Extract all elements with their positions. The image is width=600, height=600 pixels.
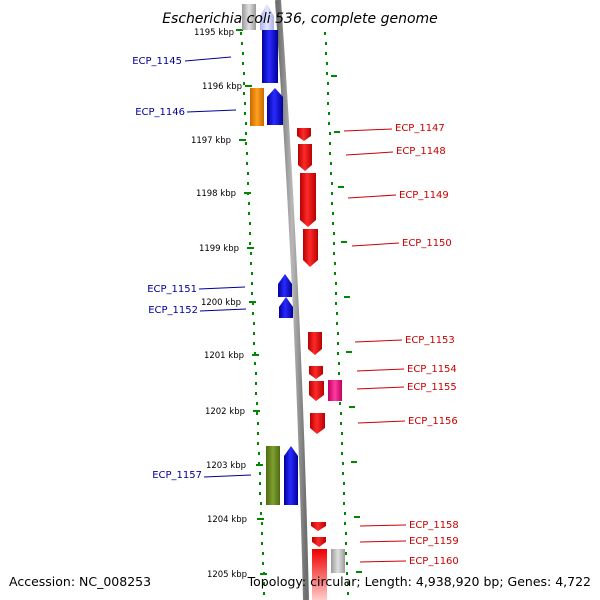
right-dotted-track: [324, 32, 349, 595]
right-dash-marks: [331, 75, 362, 573]
gene-feature-ecp-1159[interactable]: [312, 537, 326, 547]
scale-tick-label: 1203 kbp: [206, 461, 246, 471]
gene-features-left: [242, 4, 298, 505]
label-leader-lines: [184, 56, 407, 563]
scale-tick-label: 1204 kbp: [207, 515, 247, 525]
gene-feature-ecp-1149[interactable]: [300, 173, 316, 227]
scale-tick-label: 1200 kbp: [201, 298, 241, 308]
scale-tick-mark: [256, 464, 263, 466]
scale-tick-label: 1197 kbp: [191, 136, 231, 146]
gene-label[interactable]: ECP_1145: [132, 56, 182, 67]
gene-labels: ECP_1145 ECP_1146 ECP_1147 ECP_1148 ECP_…: [132, 56, 459, 567]
gene-features-right: [297, 128, 345, 600]
gene-label[interactable]: ECP_1153: [405, 335, 455, 346]
gene-feature-light-top[interactable]: [260, 4, 274, 30]
scale-tick-mark: [253, 410, 260, 412]
gene-feature-ecp-1157[interactable]: [266, 446, 280, 505]
gene-feature-ecp-1145[interactable]: [262, 30, 278, 83]
scale-tick-label: 1195 kbp: [194, 28, 234, 38]
gene-label[interactable]: ECP_1149: [399, 190, 449, 201]
scale-tick-mark: [244, 192, 251, 194]
gene-feature-ecp-1150[interactable]: [303, 229, 318, 267]
gene-label[interactable]: ECP_1160: [409, 556, 459, 567]
gene-feature-ecp-1154[interactable]: [309, 366, 323, 379]
gene-label[interactable]: ECP_1154: [407, 364, 457, 375]
gene-feature-gray-bottom[interactable]: [331, 549, 345, 573]
scale-tick-mark: [260, 573, 267, 575]
gene-label[interactable]: ECP_1157: [152, 470, 202, 481]
gene-feature-ecp-1146[interactable]: [250, 88, 264, 126]
gene-feature-ecp-1147[interactable]: [297, 128, 311, 141]
scale-tick-mark: [249, 301, 256, 303]
accession-text: Accession: NC_008253: [9, 574, 151, 589]
gene-feature-ecp-1153[interactable]: [308, 332, 322, 355]
scale-tick-mark: [245, 85, 252, 87]
genome-title: Escherichia coli 536, complete genome: [162, 11, 438, 27]
topology-text: Topology: circular; Length: 4,938,920 bp…: [247, 574, 591, 589]
scale-tick-mark: [257, 518, 264, 520]
scale-tick-mark: [247, 247, 254, 249]
scale-tick-mark: [252, 354, 259, 356]
scale-tick-mark: [236, 29, 243, 31]
scale-tick-label: 1198 kbp: [196, 189, 236, 199]
gene-feature-ecp-1156[interactable]: [310, 413, 325, 434]
gene-label[interactable]: ECP_1156: [408, 416, 458, 427]
gene-label[interactable]: ECP_1155: [407, 382, 457, 393]
gene-label[interactable]: ECP_1150: [402, 238, 452, 249]
left-dotted-track: [240, 32, 265, 595]
gene-label[interactable]: ECP_1159: [409, 536, 459, 547]
scale-tick-label: 1201 kbp: [204, 351, 244, 361]
scale-bar: 1195 kbp 1196 kbp 1197 kbp 1198 kbp 1199…: [191, 28, 267, 580]
scale-tick-label: 1205 kbp: [207, 570, 247, 580]
gene-label[interactable]: ECP_1146: [135, 107, 185, 118]
scale-tick-mark: [239, 139, 246, 141]
gene-feature-blue-1196[interactable]: [267, 88, 283, 125]
gene-feature-ecp-1160[interactable]: [312, 549, 327, 600]
gene-feature-ecp-1152[interactable]: [279, 297, 293, 318]
gene-feature-ecp-1148[interactable]: [298, 144, 312, 171]
gene-label[interactable]: ECP_1152: [148, 305, 198, 316]
genome-backbone: [275, 0, 309, 600]
gene-feature-ecp-1151[interactable]: [278, 274, 292, 297]
gene-label[interactable]: ECP_1148: [396, 146, 446, 157]
gene-label[interactable]: ECP_1151: [147, 284, 197, 295]
gene-feature-gray-top[interactable]: [242, 4, 256, 30]
gene-feature-blue-1203[interactable]: [284, 446, 298, 505]
gene-label[interactable]: ECP_1158: [409, 520, 459, 531]
gene-feature-ecp-1155[interactable]: [328, 380, 342, 401]
gene-feature-red-1202[interactable]: [309, 381, 324, 401]
gene-label[interactable]: ECP_1147: [395, 123, 445, 134]
scale-tick-label: 1199 kbp: [199, 244, 239, 254]
gene-feature-ecp-1158[interactable]: [311, 522, 326, 531]
scale-tick-label: 1196 kbp: [202, 82, 242, 92]
scale-tick-label: 1202 kbp: [205, 407, 245, 417]
